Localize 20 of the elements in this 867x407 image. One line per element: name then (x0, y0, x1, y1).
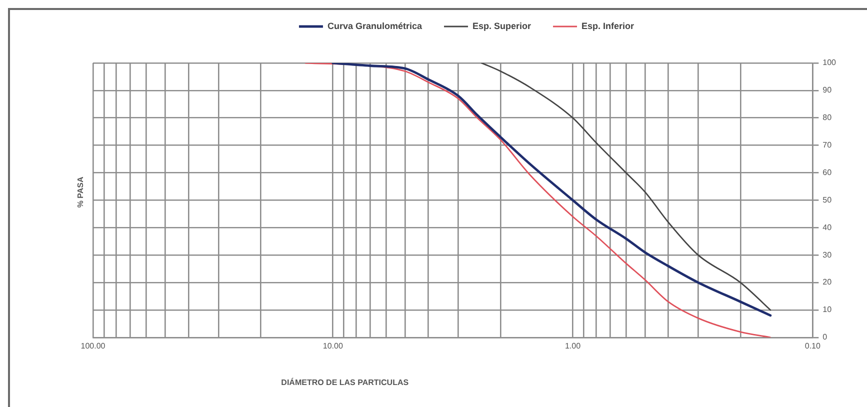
x-tick-label: 1.00 (564, 341, 582, 350)
y-tick-label: 80 (822, 113, 832, 122)
y-tick-label: 40 (822, 222, 832, 232)
y-tick-label: 100 (822, 58, 837, 68)
y-tick-label: 20 (822, 278, 832, 287)
y-tick-label: 50 (822, 195, 832, 204)
y-axis-title: % PASA (76, 176, 86, 208)
y-tick-label: 90 (822, 86, 832, 95)
y-tick-label: 30 (822, 250, 832, 260)
x-tick-label: 10.00 (322, 341, 344, 350)
x-axis-title: DIÁMETRO DE LAS PARTICULAS (281, 377, 410, 388)
x-tick-label: 0.10 (804, 341, 821, 350)
y-tick-label: 60 (822, 168, 832, 177)
x-tick-label: 100.00 (80, 341, 106, 350)
y-tick-label: 70 (822, 140, 832, 150)
legend-label: Esp. Superior (472, 20, 532, 31)
y-tick-label: 10 (822, 305, 832, 314)
legend-label: Esp. Inferior (582, 20, 635, 31)
legend-label: Curva Granulométrica (327, 20, 423, 31)
y-tick-label: 0 (822, 332, 828, 342)
